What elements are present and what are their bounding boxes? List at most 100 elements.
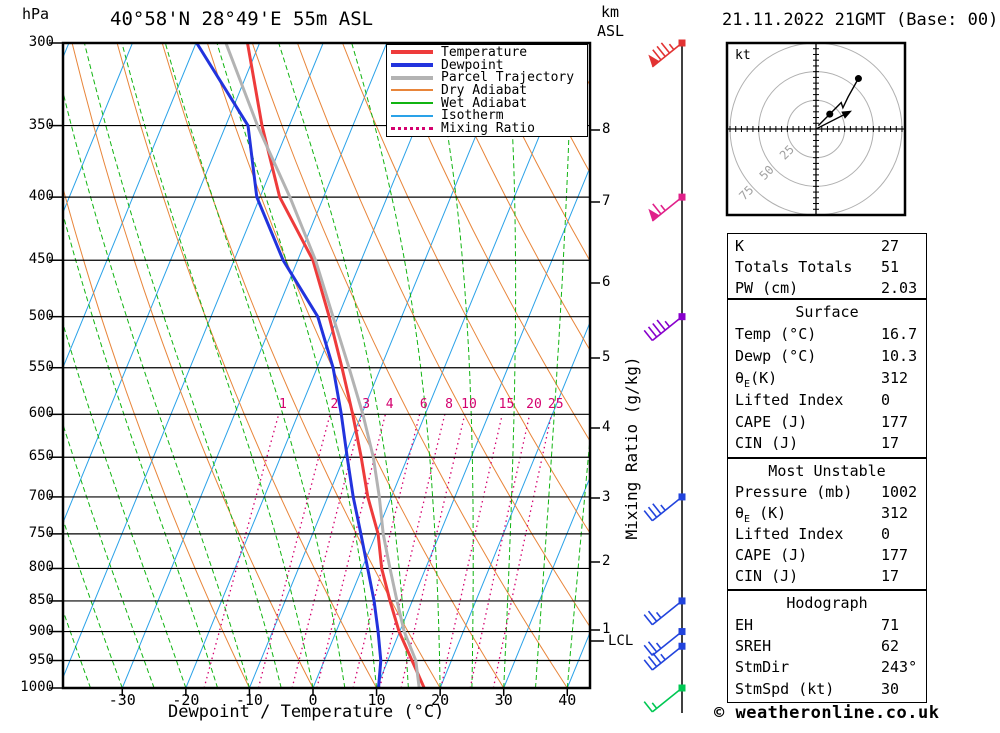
stmdir-row: StmDir 243° <box>735 657 926 678</box>
surface-li-row: Lifted Index 0 <box>735 390 926 411</box>
mixing-ratio-value-label: 25 <box>548 397 564 412</box>
barb-half <box>664 320 671 328</box>
theta-unit: (K) <box>750 368 778 387</box>
isotherm-line <box>63 43 261 524</box>
isotherm-line <box>503 476 590 688</box>
barb-full <box>652 322 662 335</box>
barb-full <box>647 506 658 518</box>
barb-full <box>656 319 666 331</box>
parcel-line-swatch <box>391 75 433 80</box>
row-value: 312 <box>881 504 909 522</box>
legend-label: Wet Adiabat <box>441 95 528 111</box>
row-value: 177 <box>881 546 909 564</box>
barb-full <box>652 652 662 664</box>
isotherm-line <box>63 43 324 679</box>
legend-row: Temperature <box>391 44 587 60</box>
barb-pennant <box>648 208 660 221</box>
pressure-tick-label: 700 <box>28 487 54 504</box>
storm-motion-arrowhead <box>841 110 852 119</box>
mixing-ratio-line-swatch <box>391 127 433 131</box>
row-label: CAPE (J) <box>735 546 808 564</box>
mixing-ratio-line <box>379 414 446 688</box>
row-label: CIN (J) <box>735 434 799 453</box>
legend-row: Dewpoint <box>391 58 587 73</box>
pressure-tick-label: 550 <box>28 358 54 375</box>
sreh-row: SREH 62 <box>735 636 926 657</box>
mu-li-row: Lifted Index 0 <box>735 524 926 545</box>
mixing-ratio-value-label: 10 <box>461 397 477 412</box>
wind-barb <box>648 193 686 222</box>
legend-label: Mixing Ratio <box>441 121 535 137</box>
wet-adiabat-line <box>631 43 714 688</box>
legend-label: Temperature <box>441 44 528 60</box>
parcel-trajectory-curve <box>224 43 421 688</box>
hodograph-unit-label: kt <box>735 48 751 63</box>
pressure-tick-label: 650 <box>28 448 54 465</box>
row-label: CIN (J) <box>735 567 799 585</box>
surface-panel: Surface Temp (°C) 16.7 Dewp (°C) 10.3 θE(K… <box>727 299 927 458</box>
row-value: 51 <box>881 258 900 276</box>
row-value: 30 <box>881 679 900 698</box>
surface-thetae-row: θE(K) 312 <box>735 368 926 390</box>
barb-full <box>652 503 662 515</box>
mixing-ratio-value-label: 2 <box>330 397 338 412</box>
legend-row: Wet Adiabat <box>391 95 587 111</box>
temperature-tick-label: 30 <box>494 691 513 709</box>
barb-full <box>647 326 658 338</box>
barb-full <box>660 42 671 54</box>
pressure-tick-label: 400 <box>28 188 54 205</box>
most-unstable-panel-title: Most Unstable <box>768 462 886 480</box>
pressure-tick-label: 750 <box>28 524 54 541</box>
theta-subscript: E <box>744 378 751 390</box>
temperature-tick-label: -30 <box>108 691 136 709</box>
hodograph-ring-label: 25 <box>777 142 797 162</box>
wind-barb <box>648 39 686 68</box>
isotherm-line <box>63 43 133 214</box>
temperature-line-swatch <box>391 50 433 55</box>
wet-adiabat-line <box>535 43 572 688</box>
legend: Temperature Dewpoint Parcel Trajectory D… <box>386 44 588 137</box>
hodograph-trace-dot <box>826 110 834 118</box>
barb-half <box>660 504 666 511</box>
row-value: 10.3 <box>881 347 918 366</box>
hodograph-frame <box>725 41 907 217</box>
row-label: SREH <box>735 636 772 655</box>
theta-symbol: θ <box>735 368 745 387</box>
theta-unit: (K) <box>750 504 787 522</box>
mixing-ratio-axis-label: Mixing Ratio (g/kg) <box>622 356 641 540</box>
isotherms-group <box>63 43 590 688</box>
row-label: K <box>735 237 745 255</box>
temperature-curve <box>246 43 426 688</box>
barb-full <box>647 655 658 668</box>
row-label: Lifted Index <box>735 390 844 409</box>
barb-full <box>643 510 653 522</box>
km-asl-tick-label: 6 <box>602 274 611 290</box>
hodograph-ring-label: 75 <box>736 183 756 203</box>
dry-adiabat-line <box>206 43 505 688</box>
dry-adiabat-line <box>432 43 590 352</box>
barb-shaft <box>651 630 683 657</box>
dry-adiabat-line <box>387 43 590 442</box>
dewpoint-line-swatch <box>391 63 433 68</box>
pressure-tick-label: 800 <box>28 559 54 576</box>
indices-panel: K 27 Totals Totals 51 PW (cm) 2.03 <box>727 233 927 299</box>
surface-dewp-row: Dewp (°C) 10.3 <box>735 346 926 367</box>
wind-barb <box>643 493 686 522</box>
legend-row: Mixing Ratio <box>391 121 587 137</box>
hodograph-panel-title: Hodograph <box>786 594 868 613</box>
row-label: Totals Totals <box>735 258 853 276</box>
most-unstable-panel: Most Unstable Pressure (mb) 1002 θE (K) 31… <box>727 458 927 590</box>
datetime-title: 21.11.2022 21GMT (Base: 00) <box>722 10 999 30</box>
temp-axis-label: Dewpoint / Temperature (°C) <box>168 702 445 722</box>
pressure-tick-label: 500 <box>28 307 54 324</box>
isotherm-line <box>439 321 590 688</box>
wind-barb <box>643 597 686 626</box>
pressure-tick-label: 950 <box>28 651 54 668</box>
mixing-ratio-group: 1 2 3 4 6 8 10 15 20 25 <box>203 397 564 688</box>
barb-pennant <box>648 54 660 67</box>
row-value: 17 <box>881 567 900 585</box>
eh-row: EH 71 <box>735 615 926 636</box>
row-label: Lifted Index <box>735 525 844 543</box>
